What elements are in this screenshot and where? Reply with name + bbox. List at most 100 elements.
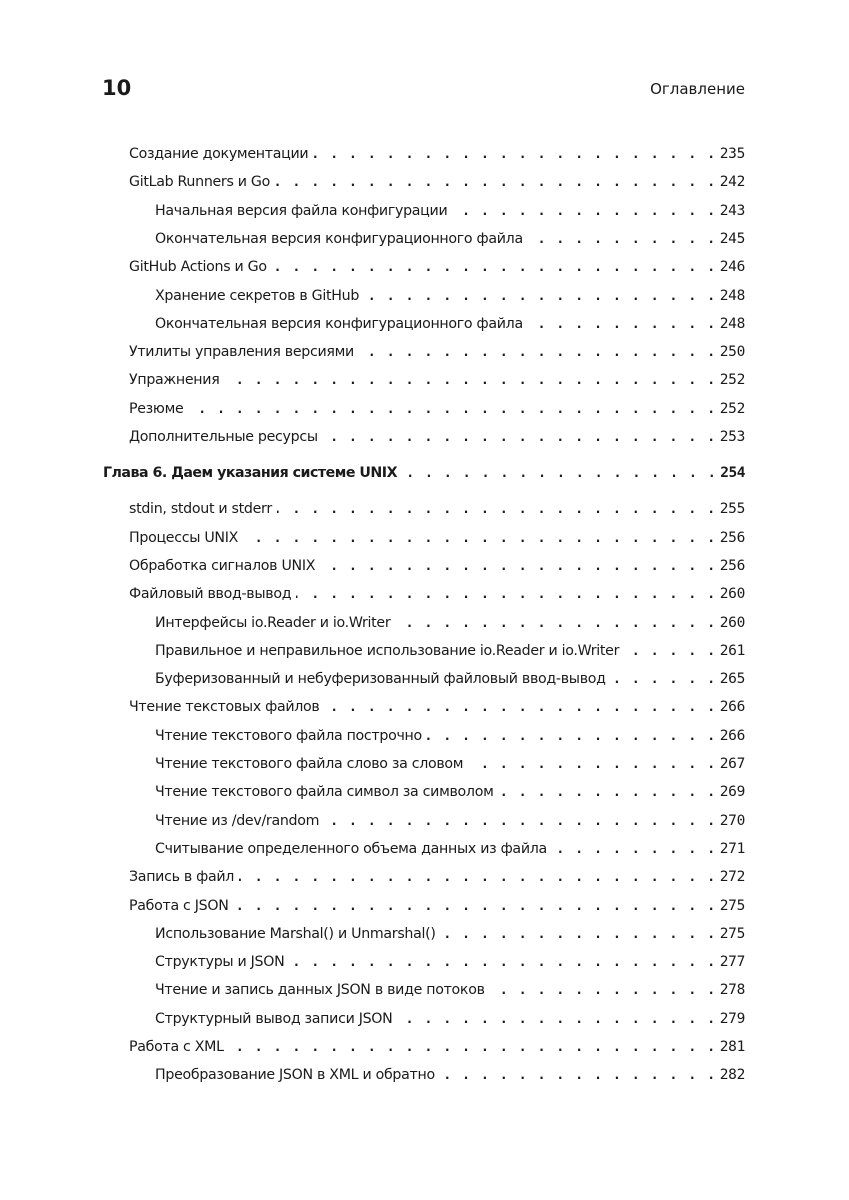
toc-entry: Упражнения. . . . . . . . . . . . . . . …: [129, 372, 745, 394]
toc-entry-title: Чтение текстового файла построчно: [155, 727, 422, 744]
dot-leader: . . . . . . . . . . . . . . . . . . . . …: [313, 147, 717, 162]
dot-leader: . . . . . . . . . . . . . . . . . . . . …: [325, 700, 717, 716]
toc-entry-title: Хранение секретов в GitHub: [155, 287, 360, 304]
toc-entry-page: 248: [719, 287, 746, 304]
toc-entry-title: Интерфейсы io.Reader и io.Writer: [155, 614, 391, 631]
toc-entry-page: 270: [719, 812, 746, 829]
dot-leader: . . . . . . . . . . . . . . . . . . . . …: [239, 870, 717, 886]
toc-entry-page: 269: [719, 784, 746, 801]
toc-entry: Чтение текстовых файлов . . . . . . . . .…: [129, 699, 745, 721]
toc-entry-title: Утилиты управления версиями: [129, 344, 354, 361]
toc-entry: Дополнительные ресурсы . . . . . . . . . …: [129, 429, 745, 451]
dot-leader: . . . . . . . . . . . . . . . . . . . . …: [397, 1011, 717, 1027]
toc-entry: Создание документации . . . . . . . . . .…: [129, 146, 745, 168]
toc-entry-page: 260: [719, 586, 746, 603]
toc-entry-title: Файловый ввод-вывод: [129, 586, 292, 603]
dot-leader: . . . . . . . . . . . . . . . . . . . . …: [234, 898, 717, 914]
toc-entry-title: Чтение текстового файла символ за символ…: [155, 784, 494, 801]
dot-leader: . . . . . . . . . . . . . . . . . . . . …: [289, 955, 717, 971]
dot-leader: . . . . . . . . . . . . . . . . . . . . …: [452, 203, 717, 219]
toc-entry-page: 266: [719, 727, 746, 744]
toc-entry: Интерфейсы io.Reader и io.Writer. . . . …: [155, 615, 745, 637]
toc-entry-title: Работа с JSON: [129, 897, 229, 914]
toc-entry: Считывание определенного объема данных и…: [155, 841, 745, 863]
toc-entry-title: Буферизованный и небуферизованный файлов…: [155, 671, 606, 688]
toc-entry-title: Упражнения: [129, 372, 220, 389]
toc-entry-page: 256: [719, 529, 746, 546]
toc-entry: Буферизованный и небуферизованный файлов…: [155, 671, 745, 693]
toc-entry-page: 266: [719, 699, 746, 716]
toc-entry-title: Создание документации: [129, 146, 309, 162]
toc-entry-page: 261: [719, 642, 746, 659]
dot-leader: . . . . . . . . . . . . . . . . . . . . …: [490, 983, 717, 999]
toc-entry: Файловый ввод-вывод. . . . . . . . . . .…: [129, 586, 745, 608]
dot-leader: . . . . . . . . . . . . . . . . . . . . …: [296, 587, 717, 603]
toc-entry-page: 243: [719, 202, 746, 219]
toc-entry: Преобразование JSON в XML и обратно . . .…: [155, 1067, 745, 1089]
toc-entry: Чтение текстового файла построчно . . . .…: [155, 728, 745, 750]
toc-entry-page: 279: [719, 1010, 746, 1027]
toc-entry: Обработка сигналов UNIX. . . . . . . . .…: [129, 558, 745, 580]
dot-leader: . . . . . . . . . . . . . . . . . . . . …: [440, 1068, 717, 1084]
toc-entry: stdin, stdout и stderr . . . . . . . . . …: [129, 501, 745, 523]
toc-entry-title: Обработка сигналов UNIX: [129, 557, 316, 574]
toc-entry: Структуры и JSON. . . . . . . . . . . . …: [155, 954, 745, 976]
dot-leader: . . . . . . . . . . . . . . . . . . . . …: [364, 288, 717, 304]
toc-entry-title: Окончательная версия конфигурационного ф…: [155, 315, 523, 332]
dot-leader: . . . . . . . . . . . . . . . . . . . . …: [395, 615, 717, 631]
toc-entry-title: GitLab Runners и Go: [129, 174, 270, 191]
dot-leader: . . . . . . . . . . . . . . . . . . . . …: [323, 430, 717, 445]
dot-leader: . . . . . . . . . . . . . . . . . . . . …: [275, 175, 717, 191]
dot-leader: . . . . . . . . . . . . . . . . . . . . …: [611, 672, 717, 688]
toc-entry-title: GitHub Actions и Go: [129, 259, 267, 276]
toc-entry: Окончательная версия конфигурационного ф…: [155, 231, 745, 253]
toc-entry: Утилиты управления версиями . . . . . . .…: [129, 344, 745, 366]
toc-entry-page: 242: [719, 174, 746, 191]
dot-leader: . . . . . . . . . . . . . . . . . . . . …: [427, 728, 717, 744]
toc-entry-page: 275: [719, 897, 746, 914]
toc-entry: Структурный вывод записи JSON. . . . . .…: [155, 1011, 745, 1033]
toc-entry-page: 252: [719, 400, 746, 417]
toc-chapter-entry: Глава 6. Даем указания системе UNIX. . .…: [103, 465, 745, 487]
toc-entry-page: 253: [719, 429, 746, 445]
toc-entry: Правильное и неправильное использование …: [155, 643, 745, 665]
toc-entry-page: 281: [719, 1039, 746, 1055]
toc-entry-title: Чтение и запись данных JSON в виде поток…: [155, 982, 485, 999]
dot-leader: . . . . . . . . . . . . . . . . . . . . …: [188, 401, 717, 417]
toc-entry: Чтение и запись данных JSON в виде поток…: [155, 982, 745, 1004]
running-title: Оглавление: [650, 80, 745, 98]
dot-leader: . . . . . . . . . . . . . . . . . . . . …: [624, 643, 717, 659]
toc-entry-page: 267: [719, 756, 746, 772]
toc-entry: GitHub Actions и Go . . . . . . . . . . .…: [129, 259, 745, 281]
toc-entry: Окончательная версия конфигурационного ф…: [155, 316, 745, 338]
toc-entry-title: Резюме: [129, 400, 184, 417]
toc-entry-page: 272: [719, 869, 746, 886]
toc-entry-title: Окончательная версия конфигурационного ф…: [155, 230, 523, 247]
toc-entry-page: 255: [719, 501, 746, 518]
toc-entry-page: 252: [719, 372, 746, 389]
toc-entry-page: 278: [719, 982, 746, 999]
dot-leader: . . . . . . . . . . . . . . . . . . . . …: [468, 757, 717, 772]
toc-entry: Чтение текстового файла символ за символ…: [155, 784, 745, 806]
toc-entry-page: 248: [719, 315, 746, 332]
toc-entry-page: 271: [719, 840, 746, 857]
toc-entry-title: Использование Marshal() и Unmarshal(): [155, 925, 436, 942]
toc-entry: Запись в файл. . . . . . . . . . . . . .…: [129, 869, 745, 891]
toc-entry: GitLab Runners и Go . . . . . . . . . . .…: [129, 174, 745, 196]
toc-entry-title: Преобразование JSON в XML и обратно: [155, 1067, 435, 1084]
dot-leader: . . . . . . . . . . . . . . . . . . . . …: [320, 558, 717, 574]
toc-entry-title: Правильное и неправильное использование …: [155, 642, 620, 659]
toc-entry-page: 256: [719, 557, 746, 574]
toc-entry: Использование Marshal() и Unmarshal() . .…: [155, 926, 745, 948]
toc-entry-page: 246: [719, 259, 746, 276]
toc-entry-title: Чтение текстовых файлов: [129, 699, 320, 716]
toc-entry-title: Дополнительные ресурсы: [129, 429, 318, 445]
toc-entry-page: 260: [719, 614, 746, 631]
toc-entry-page: 250: [719, 344, 746, 361]
dot-leader: . . . . . . . . . . . . . . . . . . . . …: [229, 1040, 717, 1055]
dot-leader: . . . . . . . . . . . . . . . . . . . . …: [224, 373, 717, 389]
page-number: 10: [102, 76, 132, 100]
toc-entry-title: Структуры и JSON: [155, 954, 285, 971]
toc-entry-title: Процессы UNIX: [129, 529, 239, 546]
toc-entry-title: stdin, stdout и stderr: [129, 501, 272, 518]
